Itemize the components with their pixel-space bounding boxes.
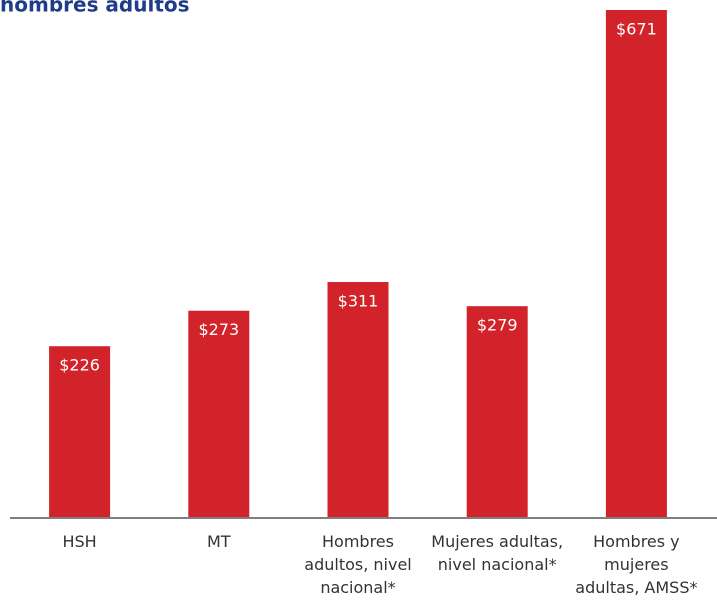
x-tick-label: Hombres y mujeres adultas, AMSS* [575, 532, 698, 597]
bar [605, 10, 667, 517]
x-tick-label: HSH [62, 532, 97, 551]
value-label: $311 [338, 292, 379, 311]
chart-title: hombres adultos [0, 0, 190, 17]
bar [327, 282, 389, 517]
value-label: $273 [198, 320, 239, 339]
bar [466, 306, 528, 517]
value-label: $226 [59, 356, 100, 375]
bar [49, 346, 111, 517]
value-label: $671 [616, 20, 657, 39]
x-tick-label: Mujeres adultas, nivel nacional* [431, 532, 564, 574]
x-tick-label: MT [207, 532, 231, 551]
x-tick-label: Hombres adultos, nivel nacional* [304, 532, 412, 597]
value-label: $279 [477, 316, 518, 335]
bar [188, 310, 250, 517]
